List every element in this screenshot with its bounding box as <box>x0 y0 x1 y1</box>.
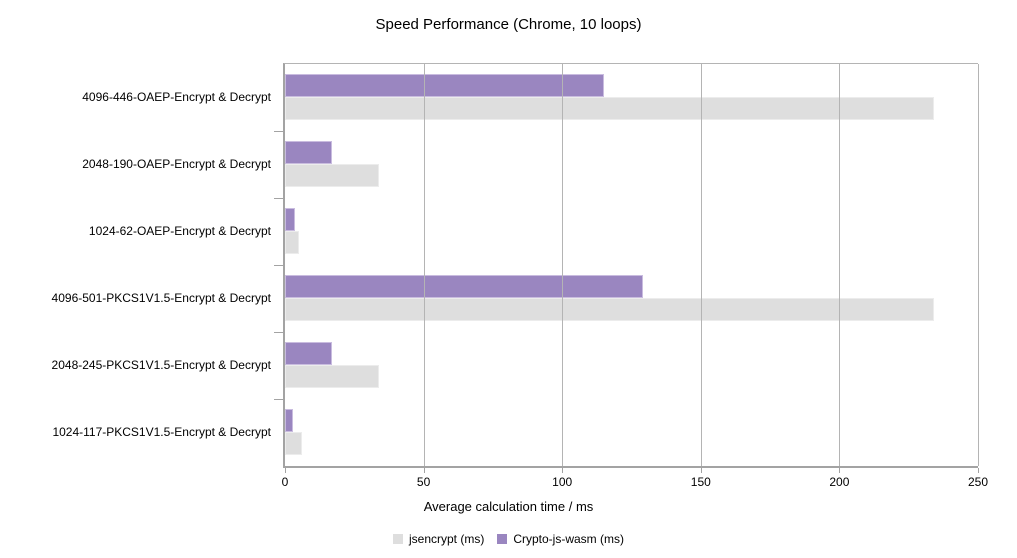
category-label: 2048-190-OAEP-Encrypt & Decrypt <box>82 157 271 172</box>
bar-group <box>285 131 978 198</box>
x-axis-title: Average calculation time / ms <box>423 499 594 514</box>
gridline <box>700 64 702 466</box>
x-axis-tick <box>978 468 979 473</box>
chart-title: Speed Performance (Chrome, 10 loops) <box>375 16 642 33</box>
category-axis-tick <box>274 265 285 266</box>
category-label: 4096-501-PKCS1V1.5-Encrypt & Decrypt <box>51 291 271 306</box>
x-axis-tick <box>285 468 286 473</box>
bar-group <box>285 265 978 332</box>
bar-group <box>285 332 978 399</box>
legend-swatch <box>392 534 403 544</box>
bar-group <box>285 64 978 131</box>
bar-crypto-js-wasm <box>285 74 604 98</box>
x-tick-label: 0 <box>281 475 289 489</box>
x-axis-tick <box>700 468 702 473</box>
bar-crypto-js-wasm <box>285 275 643 299</box>
legend-item: Crypto-js-wasm (ms) <box>497 532 624 546</box>
category-axis-labels: 4096-446-OAEP-Encrypt & Decrypt 2048-190-… <box>0 64 277 466</box>
category-axis-tick <box>274 399 285 400</box>
bar-group <box>285 198 978 265</box>
bar-crypto-js-wasm <box>285 208 295 232</box>
category-axis-tick <box>274 331 285 333</box>
bar-crypto-js-wasm <box>285 342 333 366</box>
bar-group <box>285 399 978 466</box>
legend-item: jsencrypt (ms) <box>392 532 485 546</box>
legend-label: jsencrypt (ms) <box>408 532 485 546</box>
gridline <box>562 64 564 466</box>
bar-jsencrypt <box>285 231 299 255</box>
bar-jsencrypt <box>285 365 380 389</box>
plot-area: 0 50 100 150 200 250 <box>274 63 988 489</box>
x-tick-label: 250 <box>967 475 989 489</box>
x-tick-label: 150 <box>690 475 711 489</box>
bar-crypto-js-wasm <box>285 141 333 165</box>
x-tick-label: 200 <box>829 475 850 489</box>
category-axis-tick <box>274 197 285 199</box>
bar-crypto-js-wasm <box>285 409 294 433</box>
x-tick-label: 50 <box>416 475 431 489</box>
legend: jsencrypt (ms) Crypto-js-wasm (ms) <box>0 532 1017 546</box>
plot-bars <box>285 64 978 466</box>
gridline <box>423 64 425 466</box>
bar-jsencrypt <box>285 164 380 188</box>
gridline <box>978 64 979 466</box>
category-label: 4096-446-OAEP-Encrypt & Decrypt <box>82 90 271 105</box>
x-axis-tick <box>839 468 841 473</box>
x-tick-label: 100 <box>552 475 573 489</box>
legend-label: Crypto-js-wasm (ms) <box>513 532 624 546</box>
category-axis-tick <box>274 130 285 132</box>
legend-swatch <box>497 534 508 544</box>
category-label: 1024-117-PKCS1V1.5-Encrypt & Decrypt <box>52 425 271 440</box>
bar-jsencrypt <box>285 298 934 322</box>
category-label: 1024-62-OAEP-Encrypt & Decrypt <box>88 224 271 239</box>
category-label: 2048-245-PKCS1V1.5-Encrypt & Decrypt <box>51 358 271 373</box>
bar-jsencrypt <box>285 432 302 456</box>
bar-jsencrypt <box>285 97 934 121</box>
gridline <box>839 64 841 466</box>
x-axis-tick <box>562 468 564 473</box>
x-axis-tick <box>423 468 425 473</box>
